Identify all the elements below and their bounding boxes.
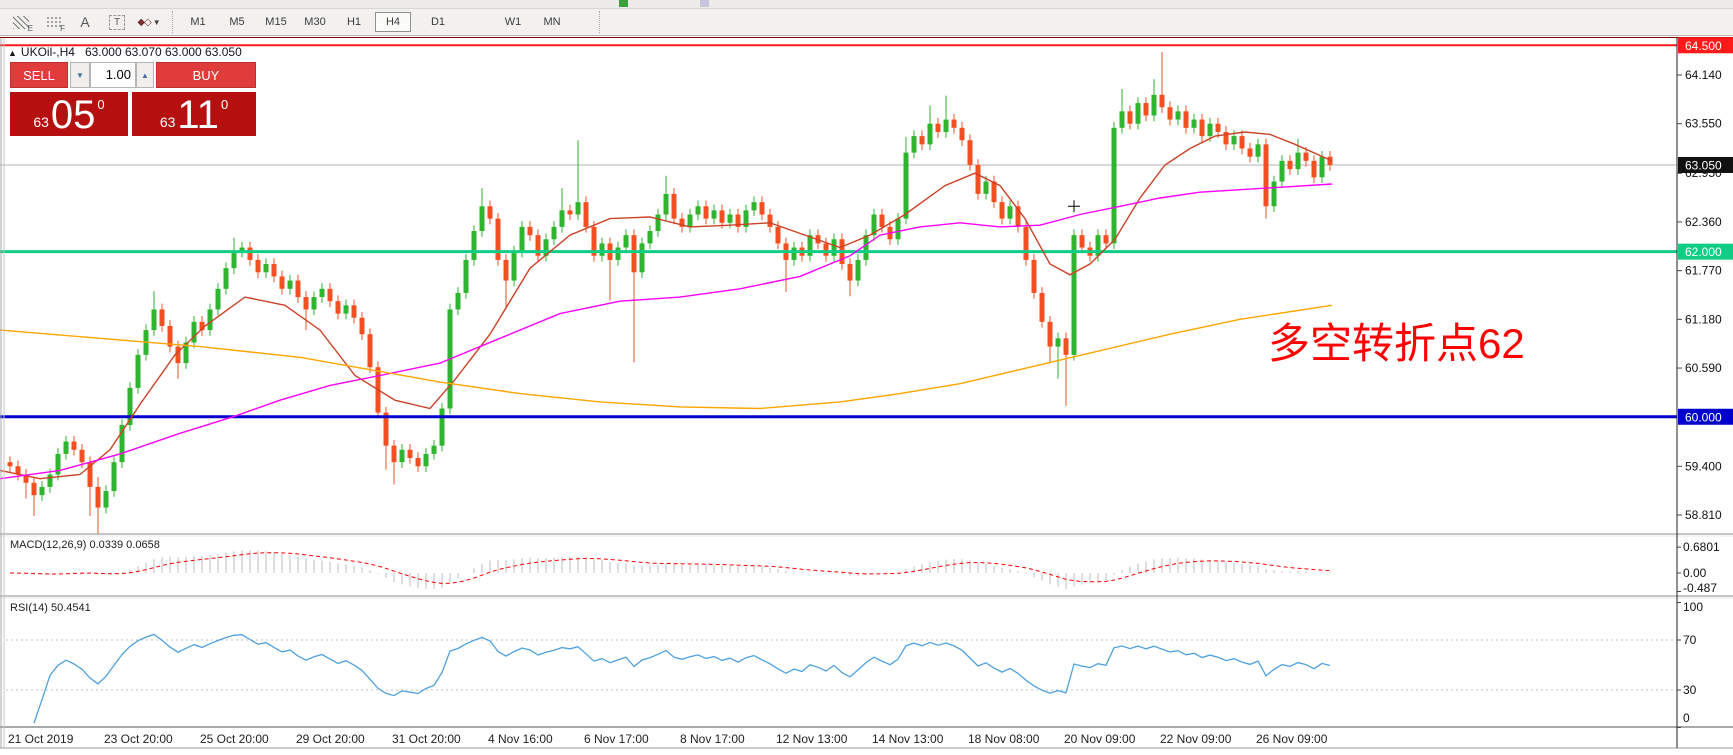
timeframe-button-h1[interactable]: H1 bbox=[346, 16, 362, 28]
time-tick-label: 31 Oct 20:00 bbox=[392, 732, 461, 746]
slow-ma-line bbox=[0, 304, 1333, 410]
indicators-hatch-icon[interactable]: E bbox=[6, 10, 36, 34]
price-badge-64.500: 64.500 bbox=[1685, 39, 1722, 53]
sell-button[interactable]: SELL bbox=[10, 62, 68, 88]
time-tick-label: 14 Nov 13:00 bbox=[872, 732, 944, 746]
timeframe-button-mn[interactable]: MN bbox=[543, 16, 561, 28]
timeframe-button-d1[interactable]: D1 bbox=[430, 16, 446, 28]
time-tick-label: 29 Oct 20:00 bbox=[296, 732, 365, 746]
time-tick-label: 4 Nov 16:00 bbox=[488, 732, 553, 746]
sell-price-display[interactable]: 63 05 0 bbox=[10, 92, 128, 136]
ohlc-values: 63.000 63.070 63.000 63.050 bbox=[84, 45, 242, 59]
time-tick-label: 8 Nov 17:00 bbox=[680, 732, 745, 746]
timeframe-button-m1[interactable]: M1 bbox=[190, 16, 206, 28]
price-badge-63.050: 63.050 bbox=[1685, 158, 1722, 172]
time-tick-label: 26 Nov 09:00 bbox=[1256, 732, 1328, 746]
text-box-icon[interactable]: T bbox=[102, 10, 132, 34]
price-tick-label: 59.400 bbox=[1685, 459, 1722, 473]
toolbar: E F A T ◆◇ ▼ M1 M5 M15 M30 H1 H4 D1 W1 MN bbox=[0, 0, 1733, 36]
one-click-trading-panel: SELL ▼ 1.00 ▲ BUY 63 05 0 63 11 0 bbox=[10, 62, 256, 136]
timeframe-button-w1[interactable]: W1 bbox=[504, 16, 522, 28]
time-tick-label: 20 Nov 09:00 bbox=[1064, 732, 1136, 746]
toolbar-separator bbox=[172, 11, 174, 33]
time-tick-label: 18 Nov 08:00 bbox=[968, 732, 1040, 746]
time-tick-label: 12 Nov 13:00 bbox=[776, 732, 848, 746]
volume-increase-button[interactable]: ▲ bbox=[136, 62, 154, 88]
upper-toolbar-sliver bbox=[0, 0, 1733, 9]
rsi-axis-label: 100 bbox=[1683, 600, 1703, 614]
price-tick-label: 64.140 bbox=[1685, 68, 1722, 82]
price-axis[interactable]: 64.14063.55062.95062.36061.77061.18060.5… bbox=[1677, 37, 1733, 522]
text-label-icon[interactable]: A bbox=[80, 14, 90, 30]
macd-axis-label: 0.00 bbox=[1683, 566, 1707, 580]
timeframe-button-m5[interactable]: M5 bbox=[229, 16, 245, 28]
price-tick-label: 60.590 bbox=[1685, 361, 1722, 375]
rsi-axis-label: 70 bbox=[1683, 633, 1697, 647]
chart-frame bbox=[0, 38, 1733, 748]
grid-pattern-icon[interactable]: F bbox=[38, 10, 68, 34]
pane-borders bbox=[0, 38, 1733, 749]
price-tick-label: 58.810 bbox=[1685, 508, 1722, 522]
time-tick-label: 21 Oct 2019 bbox=[8, 732, 74, 746]
price-tick-label: 62.360 bbox=[1685, 215, 1722, 229]
timeframe-button-m15[interactable]: M15 bbox=[265, 16, 287, 28]
chart-text-annotation[interactable]: 多空转折点62 bbox=[1268, 320, 1525, 367]
price-level-lines bbox=[0, 44, 1677, 419]
collapse-arrow-icon[interactable]: ▲ bbox=[8, 48, 17, 58]
price-tick-label: 61.180 bbox=[1685, 312, 1722, 326]
macd-pane bbox=[9, 550, 1331, 590]
fast-ma-line bbox=[0, 131, 1333, 480]
rsi-pane bbox=[6, 633, 1677, 724]
timeframe-button-h4[interactable]: H4 bbox=[375, 12, 411, 32]
object-colors-icon[interactable]: ◆◇ ▼ bbox=[137, 16, 161, 28]
buy-price-display[interactable]: 63 11 0 bbox=[132, 92, 256, 136]
price-badge-60.000: 60.000 bbox=[1685, 410, 1722, 424]
indicator-axes: 0.6801 0.00-0.487 100 70 30 0 bbox=[1677, 540, 1720, 728]
volume-decrease-button[interactable]: ▼ bbox=[70, 62, 90, 88]
time-tick-label: 22 Nov 09:00 bbox=[1160, 732, 1232, 746]
chevron-down-icon: ▼ bbox=[152, 17, 161, 27]
rsi-label: RSI(14) 50.4541 bbox=[10, 602, 91, 614]
volume-input[interactable]: 1.00 bbox=[90, 62, 136, 88]
mid-ma-line bbox=[0, 183, 1333, 480]
upper-toolbar-green-icon bbox=[619, 0, 628, 7]
symbol-name: UKOil-,H4 bbox=[20, 45, 75, 59]
chart-title: ▲ UKOil-,H4 63.000 63.070 63.000 63.050 bbox=[8, 45, 242, 59]
time-tick-label: 6 Nov 17:00 bbox=[584, 732, 649, 746]
price-badge-62.000: 62.000 bbox=[1685, 245, 1722, 259]
rsi-line bbox=[33, 633, 1331, 724]
toolbar-separator bbox=[599, 11, 601, 33]
time-tick-label: 23 Oct 20:00 bbox=[104, 732, 173, 746]
rsi-axis-label: 0 bbox=[1683, 711, 1690, 725]
macd-label: MACD(12,26,9) 0.0339 0.0658 bbox=[10, 539, 160, 551]
buy-button[interactable]: BUY bbox=[156, 62, 256, 88]
macd-axis-label: 0.6801 bbox=[1683, 540, 1720, 554]
macd-axis-label: -0.487 bbox=[1683, 581, 1717, 595]
price-tick-label: 63.550 bbox=[1685, 117, 1722, 131]
crosshair-icon bbox=[1068, 200, 1080, 213]
upper-toolbar-icon bbox=[700, 0, 709, 7]
time-tick-label: 25 Oct 20:00 bbox=[200, 732, 269, 746]
timeframe-button-m30[interactable]: M30 bbox=[304, 16, 326, 28]
macd-signal-line bbox=[9, 552, 1331, 584]
rsi-axis-label: 30 bbox=[1683, 683, 1697, 697]
chart-window-top-border bbox=[0, 37, 1733, 38]
price-tick-label: 61.770 bbox=[1685, 264, 1722, 278]
time-axis[interactable]: 21 Oct 2019 23 Oct 20:00 25 Oct 20:00 29 Oc… bbox=[8, 732, 1328, 746]
moving-averages bbox=[0, 131, 1333, 480]
